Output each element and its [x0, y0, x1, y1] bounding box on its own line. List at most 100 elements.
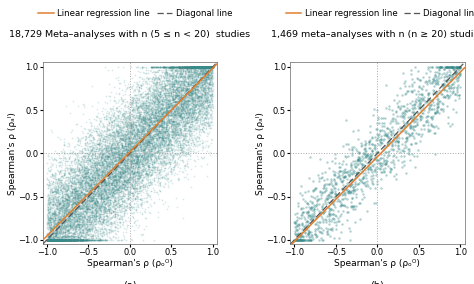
Point	[67, 166, 74, 171]
Point	[118, 170, 125, 175]
Point	[158, 99, 166, 103]
Point	[128, 191, 136, 195]
Point	[196, 112, 203, 117]
Point	[202, 64, 210, 69]
Point	[132, 153, 140, 158]
Point	[128, 95, 136, 100]
Point	[145, 163, 153, 167]
Point	[93, 188, 100, 193]
Point	[164, 102, 172, 106]
Point	[195, 76, 202, 81]
Point	[70, 231, 77, 236]
Point	[349, 188, 357, 192]
Point	[183, 64, 191, 69]
Point	[119, 168, 127, 172]
Point	[156, 86, 164, 90]
Point	[112, 133, 119, 138]
Point	[367, 177, 375, 181]
Point	[82, 174, 90, 179]
Point	[56, 178, 64, 182]
Point	[94, 162, 102, 166]
Point	[158, 98, 166, 102]
Point	[127, 179, 134, 184]
Point	[153, 90, 161, 95]
Point	[44, 238, 51, 242]
Point	[96, 158, 103, 163]
Point	[86, 158, 94, 163]
Point	[135, 105, 142, 110]
Point	[87, 148, 95, 153]
Point	[131, 186, 139, 191]
Point	[86, 196, 94, 201]
Point	[196, 120, 204, 125]
Point	[183, 103, 191, 107]
Point	[138, 153, 146, 157]
Point	[137, 187, 145, 192]
Point	[157, 114, 164, 118]
Point	[46, 238, 54, 242]
Point	[55, 185, 63, 189]
Point	[126, 120, 133, 124]
Point	[44, 212, 51, 217]
Point	[49, 238, 57, 242]
Point	[148, 134, 156, 139]
Point	[58, 221, 65, 225]
Point	[107, 220, 115, 224]
Point	[184, 81, 192, 85]
Point	[142, 160, 150, 164]
Point	[197, 64, 204, 69]
Point	[49, 194, 56, 199]
Point	[191, 79, 199, 83]
Point	[52, 238, 60, 242]
Point	[95, 231, 102, 235]
Point	[111, 141, 119, 146]
Point	[81, 163, 88, 168]
Point	[104, 171, 111, 175]
Point	[82, 177, 90, 181]
Point	[200, 88, 207, 92]
Point	[165, 99, 173, 104]
Point	[300, 224, 307, 228]
Point	[351, 187, 358, 191]
Point	[176, 64, 183, 69]
Point	[433, 101, 440, 105]
Point	[173, 153, 181, 157]
Point	[208, 64, 215, 69]
Point	[59, 205, 66, 209]
Point	[97, 238, 105, 242]
Point	[101, 174, 109, 179]
Point	[67, 193, 75, 197]
Point	[56, 218, 64, 223]
Point	[165, 90, 173, 94]
Point	[158, 135, 165, 139]
Point	[126, 100, 134, 105]
Point	[70, 168, 77, 173]
Point	[203, 101, 211, 105]
Point	[93, 238, 101, 242]
Point	[164, 112, 172, 117]
Point	[144, 188, 151, 193]
Point	[144, 135, 152, 140]
Point	[124, 157, 132, 162]
Point	[203, 64, 211, 69]
Point	[115, 92, 123, 97]
Point	[146, 115, 154, 120]
Point	[98, 189, 106, 194]
Point	[74, 193, 82, 197]
Point	[61, 199, 69, 203]
Point	[179, 170, 187, 174]
Point	[187, 141, 195, 146]
Point	[159, 112, 166, 117]
Point	[189, 64, 197, 69]
Point	[157, 123, 164, 127]
Point	[54, 219, 61, 224]
Point	[449, 89, 456, 93]
Point	[94, 193, 101, 198]
Point	[77, 213, 85, 217]
Point	[71, 209, 78, 213]
Point	[176, 150, 184, 154]
Point	[454, 84, 461, 89]
Point	[48, 238, 56, 242]
Point	[155, 64, 162, 69]
Point	[78, 211, 85, 216]
